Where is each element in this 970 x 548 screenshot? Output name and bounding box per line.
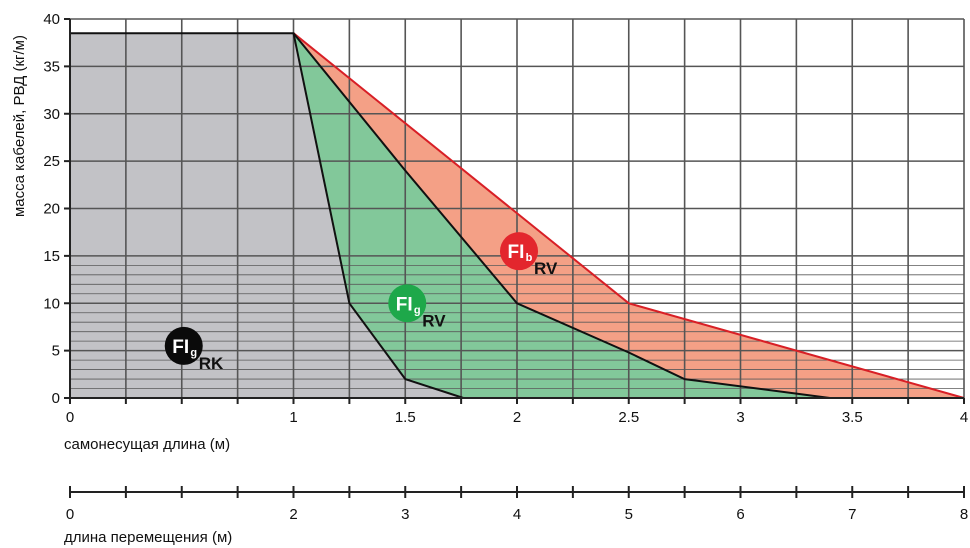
- x2-axis-title: длина перемещения (м): [64, 529, 232, 546]
- series-badge-sub: g: [190, 347, 197, 359]
- x-tick-label: 1.5: [395, 409, 416, 426]
- x2-tick-label: 6: [736, 506, 744, 523]
- y-tick-label: 0: [52, 390, 60, 407]
- y-axis-title: масса кабелей, РВД (кг/м): [11, 35, 28, 217]
- x2-tick-label: 8: [960, 506, 968, 523]
- x-axis-title: самонесущая длина (м): [64, 436, 230, 453]
- y-tick-label: 10: [43, 295, 60, 312]
- series-badge-text: FI: [508, 242, 525, 263]
- x-tick-label: 0: [66, 409, 74, 426]
- series-label: RV: [422, 311, 446, 330]
- y-tick-label: 40: [43, 11, 60, 28]
- x2-tick-label: 3: [401, 506, 409, 523]
- x2-tick-label: 2: [289, 506, 297, 523]
- y-tick-label: 25: [43, 153, 60, 170]
- series-badge-sub: b: [526, 252, 533, 264]
- x2-tick-label: 7: [848, 506, 856, 523]
- x2-tick-label: 4: [513, 506, 521, 523]
- y-tick-label: 30: [43, 106, 60, 123]
- x-tick-label: 1: [289, 409, 297, 426]
- x2-tick-label: 0: [66, 506, 74, 523]
- x-tick-label: 3: [736, 409, 744, 426]
- series-badge-text: FI: [172, 337, 189, 358]
- series-badge-text: FI: [396, 294, 413, 315]
- y-tick-label: 5: [52, 343, 60, 360]
- y-tick-label: 15: [43, 248, 60, 265]
- y-tick-label: 35: [43, 58, 60, 75]
- x2-tick-label: 5: [625, 506, 633, 523]
- series-label: RV: [534, 259, 558, 278]
- x-tick-label: 4: [960, 409, 968, 426]
- x-tick-label: 2: [513, 409, 521, 426]
- series-badge-sub: g: [414, 304, 421, 316]
- y-tick-label: 20: [43, 201, 60, 218]
- x-tick-label: 3.5: [842, 409, 863, 426]
- x-tick-label: 2.5: [618, 409, 639, 426]
- series-label: RK: [199, 354, 224, 373]
